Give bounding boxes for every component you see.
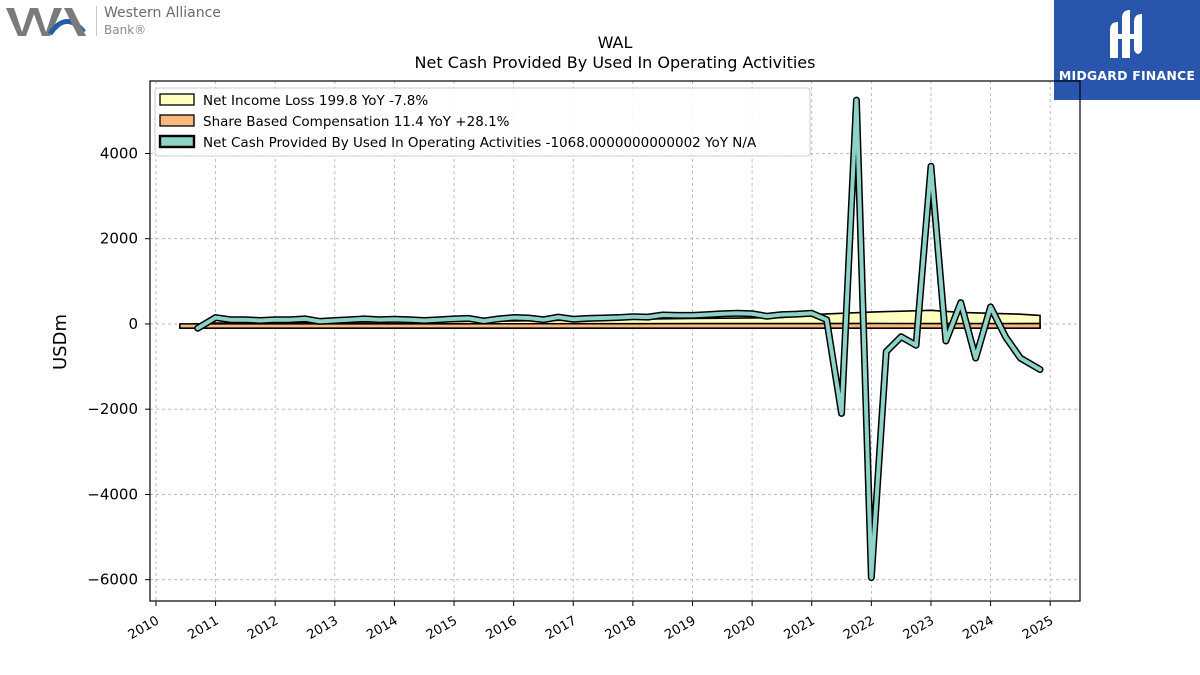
western-alliance-logo: Western Alliance Bank® xyxy=(4,2,224,42)
x-tick-label: 2025 xyxy=(1020,613,1056,643)
line-series-3 xyxy=(195,98,1043,580)
plot-frame xyxy=(149,80,1081,602)
x-tick-label: 2015 xyxy=(424,613,460,643)
legend-swatch xyxy=(158,134,196,149)
x-tick-label: 2011 xyxy=(185,613,221,643)
wal-logo-icon xyxy=(6,8,86,36)
x-axis: 2010 2011 2012 2013 2014 2015 2016 2017 2018 2019… xyxy=(126,601,1056,643)
x-tick-label: 2017 xyxy=(543,613,579,643)
y-axis-label: USDm xyxy=(50,314,71,370)
y-axis: −6000 −4000 −2000 0 2000 4000 xyxy=(87,144,150,589)
x-tick-label: 2019 xyxy=(662,613,698,643)
x-tick-label: 2023 xyxy=(901,613,937,643)
legend: Net Income Loss 199.8 YoY -7.8% Share Bas… xyxy=(154,87,811,157)
legend-swatch xyxy=(159,114,195,127)
y-tick-label: −6000 xyxy=(87,571,138,589)
y-tick-label: 4000 xyxy=(100,144,138,162)
company-name: Western Alliance xyxy=(104,5,221,21)
legend-box xyxy=(154,87,811,157)
x-tick-label: 2016 xyxy=(483,613,519,643)
grid xyxy=(150,81,1080,601)
x-tick-label: 2018 xyxy=(603,613,639,643)
x-tick-label: 2024 xyxy=(960,613,996,643)
legend-label: Share Based Compensation 11.4 YoY +28.1% xyxy=(203,114,510,130)
area-series-2 xyxy=(179,322,1041,330)
line-series xyxy=(194,96,1044,582)
x-tick-label: 2012 xyxy=(245,613,281,643)
x-tick-label: 2013 xyxy=(305,613,341,643)
chart-subtitle: Net Cash Provided By Used In Operating A… xyxy=(415,53,816,72)
y-tick-label: 2000 xyxy=(100,230,138,248)
legend-swatch xyxy=(159,93,195,106)
midgard-emblem-icon xyxy=(1110,10,1142,58)
x-tick-label: 2014 xyxy=(364,613,400,643)
logo-separator xyxy=(96,6,97,36)
brand-name: MIDGARD FINANCE xyxy=(1058,68,1196,83)
line-series-outline xyxy=(194,96,1044,582)
x-tick-label: 2020 xyxy=(722,613,758,643)
x-tick-label: 2022 xyxy=(841,613,877,643)
y-tick-label: −4000 xyxy=(87,485,138,503)
y-tick-label: 0 xyxy=(128,315,138,333)
legend-label: Net Income Loss 199.8 YoY -7.8% xyxy=(203,93,428,109)
chart-title: WAL xyxy=(598,33,633,52)
y-tick-label: −2000 xyxy=(87,400,138,418)
company-name-sub: Bank® xyxy=(104,23,147,37)
midgard-finance-logo: MIDGARD FINANCE xyxy=(1054,0,1200,100)
x-tick-label: 2010 xyxy=(126,613,162,643)
legend-label: Net Cash Provided By Used In Operating A… xyxy=(203,135,757,151)
x-tick-label: 2021 xyxy=(782,613,818,643)
